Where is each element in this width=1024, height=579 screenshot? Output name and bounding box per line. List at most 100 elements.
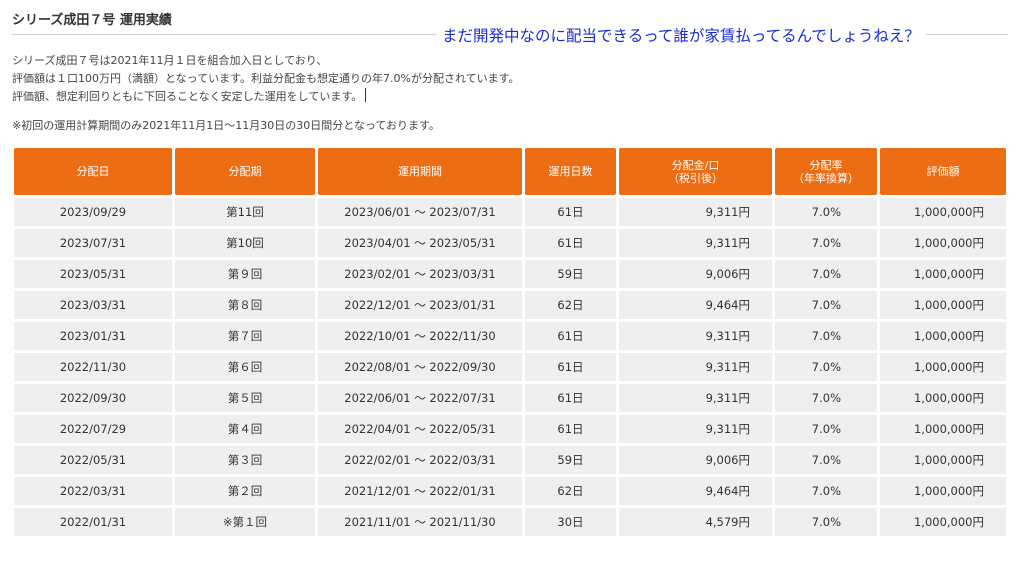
overlay-comment: まだ開発中なのに配当できるって誰が家賃払ってるんでしょうねえ？ — [436, 24, 926, 46]
cell-date: 2023/01/31 — [14, 322, 172, 350]
cell-dividend: 4,579円 — [619, 508, 772, 536]
cell-date: 2022/01/31 — [14, 508, 172, 536]
cell-days: 30日 — [525, 508, 616, 536]
cell-term: 2022/08/01 〜 2022/09/30 — [318, 353, 522, 381]
header-label: 分配日 — [76, 165, 110, 178]
cell-valuation: 1,000,000円 — [880, 198, 1006, 226]
table-row: 2023/05/31 第９回 2023/02/01 〜 2023/03/31 59日 9… — [14, 260, 1006, 288]
cell-date: 2022/09/30 — [14, 384, 172, 412]
cell-period: 第７回 — [175, 322, 315, 350]
header-rate: 分配率 （年率換算） — [775, 148, 877, 195]
cell-days: 59日 — [525, 446, 616, 474]
description-line: シリーズ成田７号は2021年11月１日を組合加入日としており、 — [12, 54, 328, 67]
cell-days: 61日 — [525, 415, 616, 443]
cell-days: 59日 — [525, 260, 616, 288]
performance-table: 分配日 分配期 運用期間 運用日数 分配金/口 （税引後） 分配率 （年率換算） 評価額 202… — [11, 145, 1009, 539]
cell-rate: 7.0% — [775, 353, 877, 381]
cell-rate: 7.0% — [775, 508, 877, 536]
cell-period: 第11回 — [175, 198, 315, 226]
cell-dividend: 9,311円 — [619, 322, 772, 350]
cell-days: 62日 — [525, 477, 616, 505]
table-row: 2023/01/31 第７回 2022/10/01 〜 2022/11/30 61日 9… — [14, 322, 1006, 350]
footnote: ※初回の運用計算期間のみ2021年11月1日〜11月30日の30日間分となってお… — [12, 119, 440, 132]
cell-dividend: 9,311円 — [619, 353, 772, 381]
cell-dividend: 9,311円 — [619, 229, 772, 257]
cell-term: 2022/04/01 〜 2022/05/31 — [318, 415, 522, 443]
cell-days: 61日 — [525, 229, 616, 257]
cell-dividend: 9,311円 — [619, 415, 772, 443]
cell-days: 61日 — [525, 198, 616, 226]
table-row: 2022/11/30 第６回 2022/08/01 〜 2022/09/30 61日 9… — [14, 353, 1006, 381]
cell-period: 第３回 — [175, 446, 315, 474]
table-row: 2022/07/29 第４回 2022/04/01 〜 2022/05/31 61日 9… — [14, 415, 1006, 443]
cell-valuation: 1,000,000円 — [880, 446, 1006, 474]
table-row: 2022/05/31 第３回 2022/02/01 〜 2022/03/31 59日 9… — [14, 446, 1006, 474]
cell-days: 61日 — [525, 353, 616, 381]
cell-valuation: 1,000,000円 — [880, 322, 1006, 350]
cell-period: ※第１回 — [175, 508, 315, 536]
table-header-row: 分配日 分配期 運用期間 運用日数 分配金/口 （税引後） 分配率 （年率換算） 評価額 — [14, 148, 1006, 195]
cell-date: 2022/03/31 — [14, 477, 172, 505]
cell-rate: 7.0% — [775, 198, 877, 226]
header-label: （年率換算） — [793, 171, 859, 185]
header-label: 分配率 — [809, 158, 843, 172]
cell-days: 62日 — [525, 291, 616, 319]
header-label: 運用期間 — [398, 165, 442, 178]
cell-period: 第10回 — [175, 229, 315, 257]
cell-rate: 7.0% — [775, 260, 877, 288]
cell-period: 第９回 — [175, 260, 315, 288]
cell-term: 2021/11/01 〜 2021/11/30 — [318, 508, 522, 536]
cell-term: 2023/06/01 〜 2023/07/31 — [318, 198, 522, 226]
cell-rate: 7.0% — [775, 229, 877, 257]
cell-term: 2023/04/01 〜 2023/05/31 — [318, 229, 522, 257]
cell-rate: 7.0% — [775, 477, 877, 505]
cell-date: 2023/03/31 — [14, 291, 172, 319]
cell-date: 2023/05/31 — [14, 260, 172, 288]
table-row: 2022/01/31 ※第１回 2021/11/01 〜 2021/11/30 30日… — [14, 508, 1006, 536]
page-title: シリーズ成田７号 運用実績 — [12, 13, 172, 28]
cell-period: 第４回 — [175, 415, 315, 443]
cell-valuation: 1,000,000円 — [880, 508, 1006, 536]
header-label: 評価額 — [926, 165, 960, 178]
header-term: 運用期間 — [318, 148, 522, 195]
description: シリーズ成田７号は2021年11月１日を組合加入日としており、 評価額は１口10… — [12, 52, 520, 106]
cell-rate: 7.0% — [775, 322, 877, 350]
cell-term: 2022/06/01 〜 2022/07/31 — [318, 384, 522, 412]
description-line: 評価額、想定利回りともに下回ることなく安定した運用をしています。 — [12, 88, 520, 106]
table-body: 2023/09/29 第11回 2023/06/01 〜 2023/07/31 61日… — [14, 198, 1006, 536]
table-row: 2023/03/31 第８回 2022/12/01 〜 2023/01/31 62日 9… — [14, 291, 1006, 319]
cell-valuation: 1,000,000円 — [880, 353, 1006, 381]
header-label: （税引後） — [668, 171, 723, 185]
cell-valuation: 1,000,000円 — [880, 415, 1006, 443]
cell-period: 第６回 — [175, 353, 315, 381]
cell-period: 第２回 — [175, 477, 315, 505]
cell-days: 61日 — [525, 322, 616, 350]
cell-rate: 7.0% — [775, 446, 877, 474]
cell-days: 61日 — [525, 384, 616, 412]
header-label: 分配期 — [228, 165, 262, 178]
cell-valuation: 1,000,000円 — [880, 384, 1006, 412]
cell-term: 2023/02/01 〜 2023/03/31 — [318, 260, 522, 288]
cell-dividend: 9,006円 — [619, 446, 772, 474]
cell-date: 2023/09/29 — [14, 198, 172, 226]
cell-date: 2022/07/29 — [14, 415, 172, 443]
text-cursor — [365, 88, 367, 102]
table-row: 2023/07/31 第10回 2023/04/01 〜 2023/05/31 61日… — [14, 229, 1006, 257]
table-row: 2022/09/30 第５回 2022/06/01 〜 2022/07/31 61日 9… — [14, 384, 1006, 412]
cell-valuation: 1,000,000円 — [880, 229, 1006, 257]
cell-term: 2022/02/01 〜 2022/03/31 — [318, 446, 522, 474]
header-label: 分配金/口 — [671, 158, 720, 172]
cell-dividend: 9,464円 — [619, 291, 772, 319]
cell-rate: 7.0% — [775, 384, 877, 412]
cell-dividend: 9,311円 — [619, 198, 772, 226]
cell-rate: 7.0% — [775, 291, 877, 319]
header-dividend: 分配金/口 （税引後） — [619, 148, 772, 195]
header-date: 分配日 — [14, 148, 172, 195]
cell-date: 2022/05/31 — [14, 446, 172, 474]
cell-term: 2022/12/01 〜 2023/01/31 — [318, 291, 522, 319]
header-days: 運用日数 — [525, 148, 616, 195]
header-label: 運用日数 — [548, 165, 593, 178]
cell-date: 2022/11/30 — [14, 353, 172, 381]
table-row: 2022/03/31 第２回 2021/12/01 〜 2022/01/31 62日 9… — [14, 477, 1006, 505]
cell-dividend: 9,464円 — [619, 477, 772, 505]
